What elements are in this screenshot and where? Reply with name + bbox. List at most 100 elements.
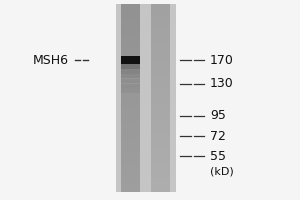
Bar	[151, 119, 170, 121]
Bar	[151, 157, 170, 159]
Text: 72: 72	[210, 130, 226, 142]
Bar	[121, 70, 140, 72]
Bar	[151, 13, 170, 16]
Bar	[121, 63, 140, 65]
Bar	[121, 6, 140, 9]
Bar	[151, 8, 170, 11]
Bar	[121, 138, 140, 140]
Bar	[151, 91, 170, 93]
Bar	[151, 117, 170, 119]
Bar	[151, 112, 170, 114]
Bar	[121, 131, 140, 133]
Bar	[121, 67, 140, 70]
Bar	[121, 79, 140, 83]
Bar	[121, 48, 140, 51]
Bar	[121, 4, 140, 6]
Bar	[121, 32, 140, 35]
Bar	[121, 140, 140, 143]
Bar	[121, 178, 140, 180]
Bar	[151, 18, 170, 20]
Bar	[151, 147, 170, 150]
Bar	[151, 164, 170, 166]
Bar	[151, 131, 170, 133]
Bar	[151, 51, 170, 53]
Bar	[151, 77, 170, 79]
Bar	[151, 32, 170, 35]
Bar	[151, 16, 170, 18]
Bar	[151, 72, 170, 74]
Bar	[151, 34, 170, 37]
Bar	[151, 175, 170, 178]
Bar	[121, 145, 140, 147]
Bar	[151, 189, 170, 192]
Bar	[151, 168, 170, 171]
Bar	[121, 23, 140, 25]
Bar	[151, 41, 170, 44]
Bar	[151, 180, 170, 183]
Bar	[151, 6, 170, 9]
Bar	[151, 152, 170, 154]
Bar	[151, 67, 170, 70]
Bar	[121, 56, 140, 64]
Bar	[121, 39, 140, 42]
Text: (kD): (kD)	[210, 167, 234, 177]
Bar	[121, 20, 140, 23]
Bar	[121, 74, 140, 78]
Bar	[121, 84, 140, 86]
Bar	[121, 88, 140, 91]
Bar	[151, 178, 170, 180]
Bar	[121, 166, 140, 168]
Bar	[151, 53, 170, 56]
Bar	[151, 95, 170, 98]
Bar	[121, 149, 140, 152]
Bar	[121, 34, 140, 37]
Bar	[121, 51, 140, 53]
Bar	[121, 60, 140, 63]
Bar	[151, 81, 170, 84]
Bar	[151, 84, 170, 86]
Bar	[151, 25, 170, 27]
Bar	[151, 86, 170, 89]
Bar	[121, 114, 140, 117]
Bar	[121, 8, 140, 11]
Text: 95: 95	[210, 109, 226, 122]
Bar	[151, 4, 170, 6]
Bar	[121, 77, 140, 79]
Bar	[151, 37, 170, 39]
Bar	[121, 16, 140, 18]
Bar	[151, 98, 170, 100]
Bar	[121, 142, 140, 145]
Bar	[151, 121, 170, 124]
Bar	[121, 110, 140, 112]
Bar	[151, 154, 170, 157]
Bar	[121, 55, 140, 58]
Bar	[121, 189, 140, 192]
Bar	[121, 147, 140, 150]
Bar	[151, 138, 170, 140]
Bar	[121, 173, 140, 176]
Bar	[121, 86, 140, 89]
Bar	[121, 112, 140, 114]
Bar	[151, 142, 170, 145]
Bar	[121, 105, 140, 107]
Bar	[121, 117, 140, 119]
Bar	[121, 95, 140, 98]
Bar	[151, 100, 170, 103]
Bar	[121, 119, 140, 121]
Bar	[121, 18, 140, 20]
Bar	[151, 105, 170, 107]
Bar	[151, 171, 170, 173]
Bar	[121, 74, 140, 77]
Bar	[121, 69, 140, 74]
Bar	[151, 110, 170, 112]
Bar	[121, 64, 140, 69]
Bar	[121, 25, 140, 27]
Bar	[151, 133, 170, 136]
Bar	[121, 182, 140, 185]
Bar	[121, 159, 140, 161]
Bar	[121, 102, 140, 105]
Bar	[121, 98, 140, 100]
Bar	[151, 128, 170, 131]
Text: 55: 55	[210, 150, 226, 162]
Bar	[121, 180, 140, 183]
